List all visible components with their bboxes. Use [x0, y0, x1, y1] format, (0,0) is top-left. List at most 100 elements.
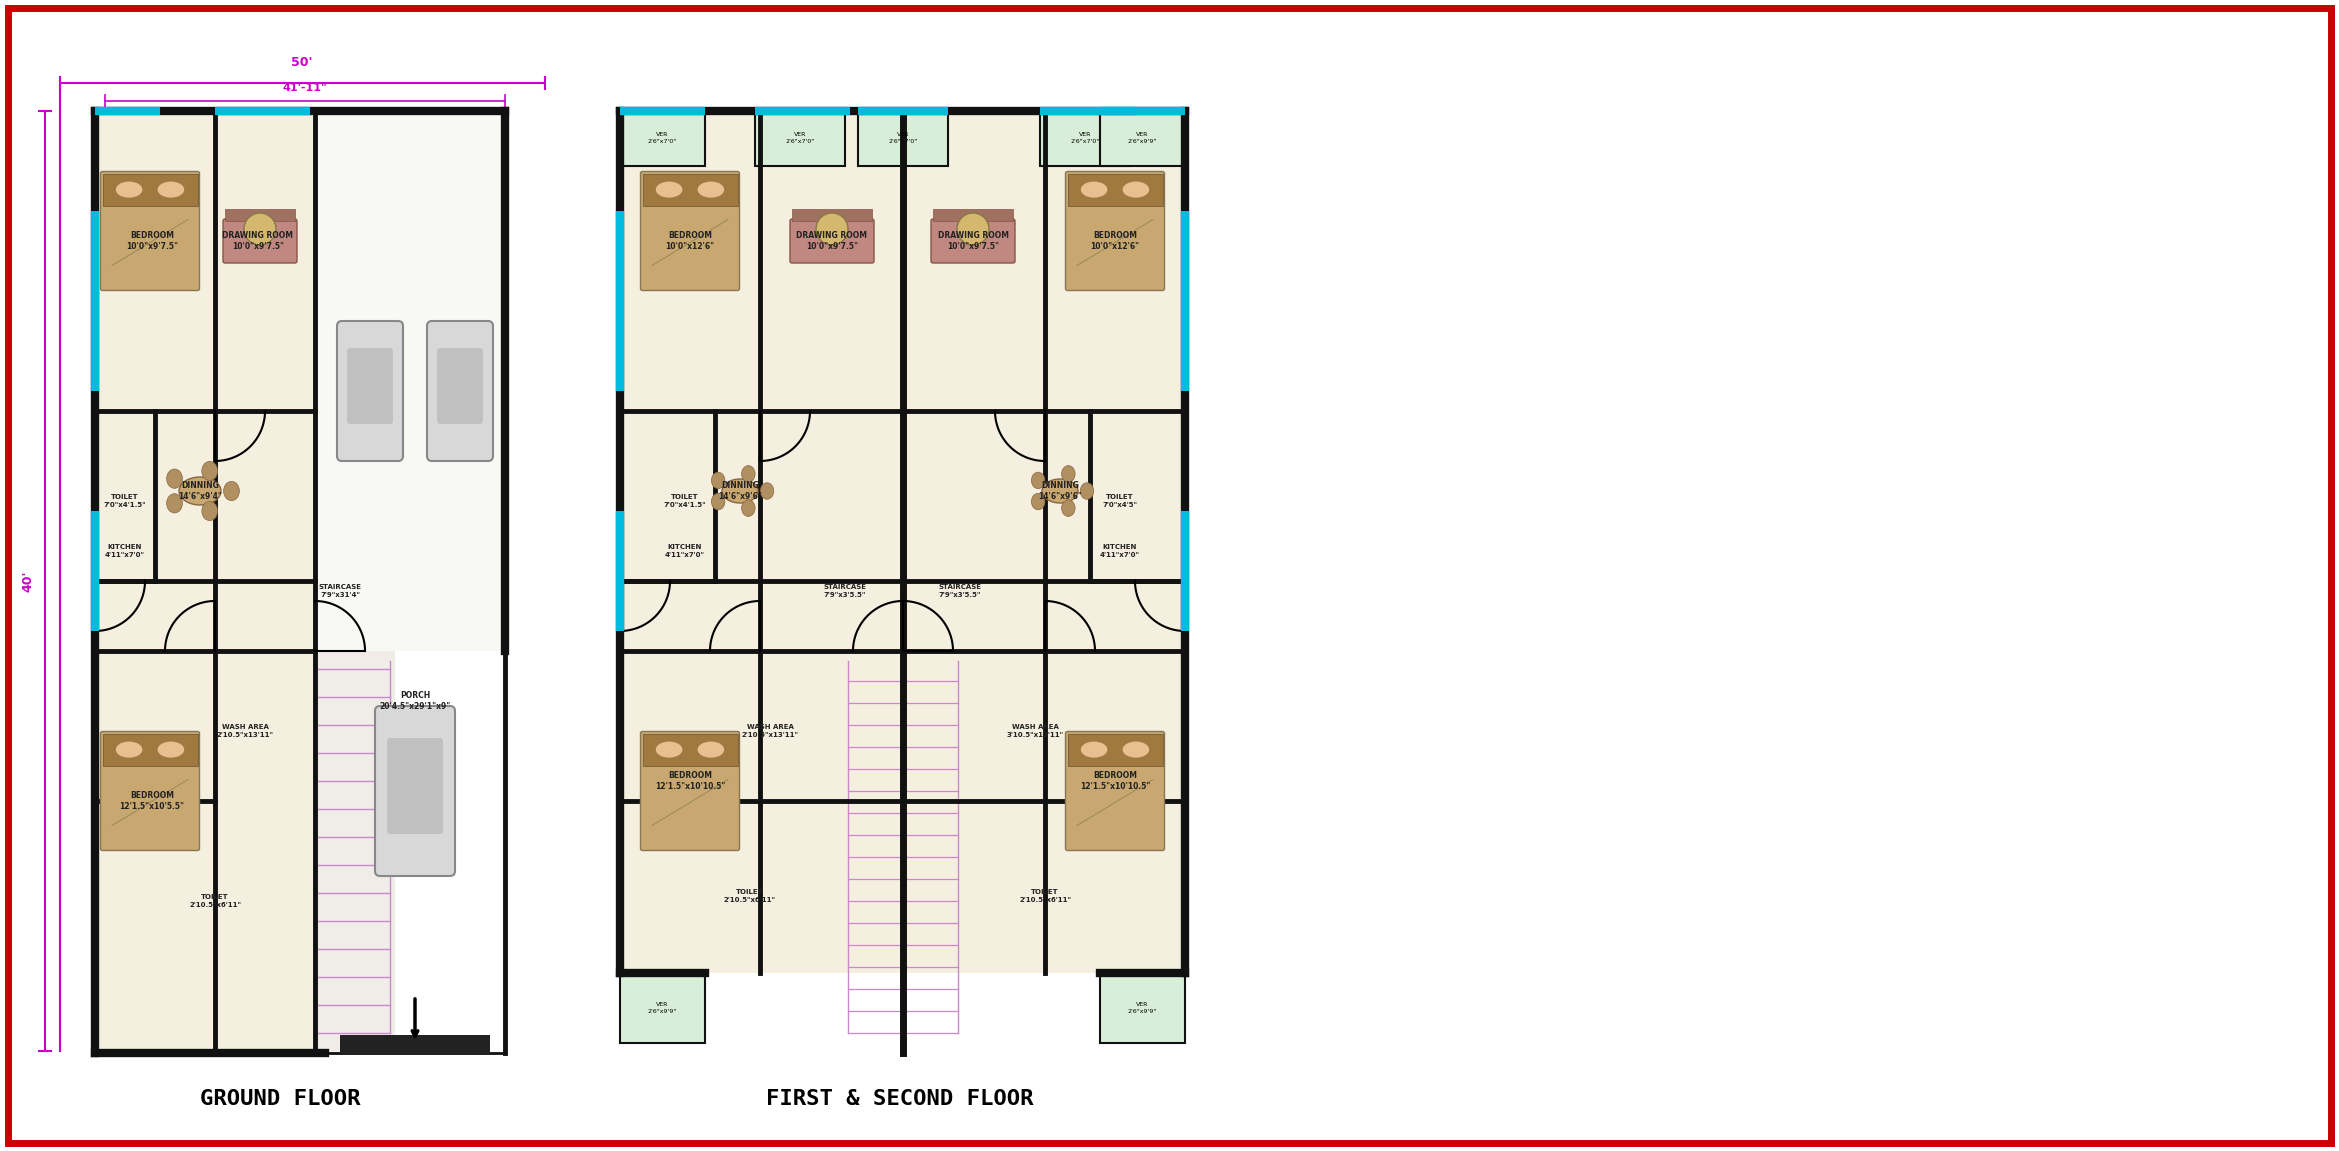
Ellipse shape: [1041, 479, 1078, 503]
Ellipse shape: [1031, 472, 1046, 489]
Text: WASH AREA
3'10.5"x13'11": WASH AREA 3'10.5"x13'11": [1006, 724, 1064, 738]
Text: DINNING
14'6"x9'6": DINNING 14'6"x9'6": [1039, 481, 1083, 502]
Ellipse shape: [697, 182, 725, 198]
FancyBboxPatch shape: [101, 732, 199, 851]
FancyBboxPatch shape: [222, 219, 297, 262]
FancyBboxPatch shape: [1067, 732, 1165, 851]
Bar: [96, 110, 316, 1053]
Text: VER
2'6"x7'0": VER 2'6"x7'0": [786, 132, 814, 144]
Ellipse shape: [225, 481, 239, 501]
Ellipse shape: [711, 494, 725, 510]
FancyBboxPatch shape: [791, 219, 875, 262]
Text: FIRST & SECOND FLOOR: FIRST & SECOND FLOOR: [767, 1089, 1034, 1110]
Text: TOILET
7'0"x4'1.5": TOILET 7'0"x4'1.5": [103, 494, 147, 508]
Text: TOILET
2'10.5"x6'11": TOILET 2'10.5"x6'11": [1020, 889, 1071, 904]
Ellipse shape: [711, 472, 725, 489]
Bar: [620, 973, 704, 1043]
Bar: [620, 110, 704, 166]
Text: KITCHEN
4'11"x7'0": KITCHEN 4'11"x7'0": [105, 544, 145, 558]
Ellipse shape: [741, 466, 755, 482]
Text: BEDROOM
12'1.5"x10'10.5": BEDROOM 12'1.5"x10'10.5": [655, 771, 725, 792]
Text: VER
2'6"x9'9": VER 2'6"x9'9": [1127, 1003, 1158, 1014]
Bar: [1099, 110, 1186, 166]
Bar: [643, 174, 737, 206]
Text: TOILET
2'10.5"x6'11": TOILET 2'10.5"x6'11": [189, 894, 241, 908]
Text: 40': 40': [21, 570, 35, 592]
Circle shape: [243, 213, 276, 245]
Text: DRAWING ROOM
10'0"x9'7.5": DRAWING ROOM 10'0"x9'7.5": [938, 230, 1008, 251]
Text: 50': 50': [292, 56, 313, 69]
Text: BEDROOM
10'0"x12'6": BEDROOM 10'0"x12'6": [1090, 230, 1139, 251]
Ellipse shape: [1031, 494, 1046, 510]
Text: PORCH
20'4.5"x29'1"x9": PORCH 20'4.5"x29'1"x9": [379, 691, 451, 711]
Ellipse shape: [157, 741, 185, 757]
FancyBboxPatch shape: [346, 348, 393, 424]
Text: BEDROOM
12'1.5"x10'10.5": BEDROOM 12'1.5"x10'10.5": [1081, 771, 1151, 792]
Ellipse shape: [1062, 500, 1076, 517]
Text: STAIRCASE
7'9"x31'4": STAIRCASE 7'9"x31'4": [318, 584, 363, 599]
Text: WASH AREA
2'10.5"x13'11": WASH AREA 2'10.5"x13'11": [741, 724, 798, 738]
Text: VER
2'6"x7'0": VER 2'6"x7'0": [1071, 132, 1099, 144]
Ellipse shape: [166, 468, 182, 488]
Text: VER
2'6"x9'9": VER 2'6"x9'9": [1127, 132, 1158, 144]
Bar: [316, 110, 505, 651]
Bar: [1067, 733, 1162, 765]
FancyBboxPatch shape: [101, 171, 199, 290]
Ellipse shape: [157, 182, 185, 198]
Circle shape: [957, 213, 989, 245]
Ellipse shape: [166, 494, 182, 513]
Bar: [103, 733, 196, 765]
Text: VER
2'6"x9'9": VER 2'6"x9'9": [648, 1003, 678, 1014]
Ellipse shape: [760, 482, 774, 500]
Ellipse shape: [117, 741, 143, 757]
FancyBboxPatch shape: [437, 348, 482, 424]
Bar: [755, 110, 844, 166]
Text: TOILET
2'10.5"x6'11": TOILET 2'10.5"x6'11": [725, 889, 777, 904]
Ellipse shape: [723, 479, 758, 503]
Text: VER
2'6"x7'0": VER 2'6"x7'0": [648, 132, 676, 144]
Text: 41'-11": 41'-11": [283, 83, 327, 93]
FancyBboxPatch shape: [337, 321, 402, 462]
Text: KITCHEN
4'11"x7'0": KITCHEN 4'11"x7'0": [664, 544, 704, 558]
Bar: [103, 174, 196, 206]
Bar: [643, 733, 737, 765]
Text: DINNING
14'6"x9'6": DINNING 14'6"x9'6": [718, 481, 763, 502]
Ellipse shape: [1081, 741, 1106, 757]
Ellipse shape: [1123, 741, 1148, 757]
Circle shape: [816, 213, 849, 245]
Ellipse shape: [1062, 466, 1076, 482]
Ellipse shape: [180, 477, 220, 505]
Bar: [1099, 973, 1186, 1043]
Bar: [793, 209, 872, 221]
Text: STAIRCASE
7'9"x3'5.5": STAIRCASE 7'9"x3'5.5": [823, 584, 865, 599]
Bar: [316, 651, 395, 1053]
Text: STAIRCASE
7'9"x3'5.5": STAIRCASE 7'9"x3'5.5": [938, 584, 982, 599]
Bar: [1041, 110, 1130, 166]
Ellipse shape: [655, 741, 683, 757]
Text: BEDROOM
10'0"x9'7.5": BEDROOM 10'0"x9'7.5": [126, 230, 178, 251]
FancyBboxPatch shape: [386, 738, 442, 834]
FancyBboxPatch shape: [641, 171, 739, 290]
Text: DRAWING ROOM
10'0"x9'7.5": DRAWING ROOM 10'0"x9'7.5": [222, 230, 292, 251]
Bar: [225, 209, 295, 221]
Ellipse shape: [1081, 182, 1106, 198]
Text: KITCHEN
4'11"x7'0": KITCHEN 4'11"x7'0": [1099, 544, 1139, 558]
Text: GROUND FLOOR: GROUND FLOOR: [199, 1089, 360, 1110]
Bar: [1067, 174, 1162, 206]
FancyBboxPatch shape: [374, 706, 456, 876]
Text: DRAWING ROOM
10'0"x9'7.5": DRAWING ROOM 10'0"x9'7.5": [798, 230, 868, 251]
Bar: [933, 209, 1013, 221]
Bar: [339, 1035, 489, 1055]
Ellipse shape: [201, 502, 218, 520]
Ellipse shape: [201, 462, 218, 481]
FancyBboxPatch shape: [1067, 171, 1165, 290]
Text: BEDROOM
12'1.5"x10'5.5": BEDROOM 12'1.5"x10'5.5": [119, 791, 185, 811]
Ellipse shape: [697, 741, 725, 757]
Text: TOILET
7'0"x4'1.5": TOILET 7'0"x4'1.5": [664, 494, 706, 508]
Text: BEDROOM
10'0"x12'6": BEDROOM 10'0"x12'6": [664, 230, 713, 251]
FancyBboxPatch shape: [428, 321, 494, 462]
Text: TOILET
7'0"x4'5": TOILET 7'0"x4'5": [1102, 494, 1137, 508]
Bar: [858, 110, 947, 166]
Text: DINNING
14'6"x9'4": DINNING 14'6"x9'4": [178, 481, 222, 502]
Text: WASH AREA
2'10.5"x13'11": WASH AREA 2'10.5"x13'11": [218, 724, 274, 738]
